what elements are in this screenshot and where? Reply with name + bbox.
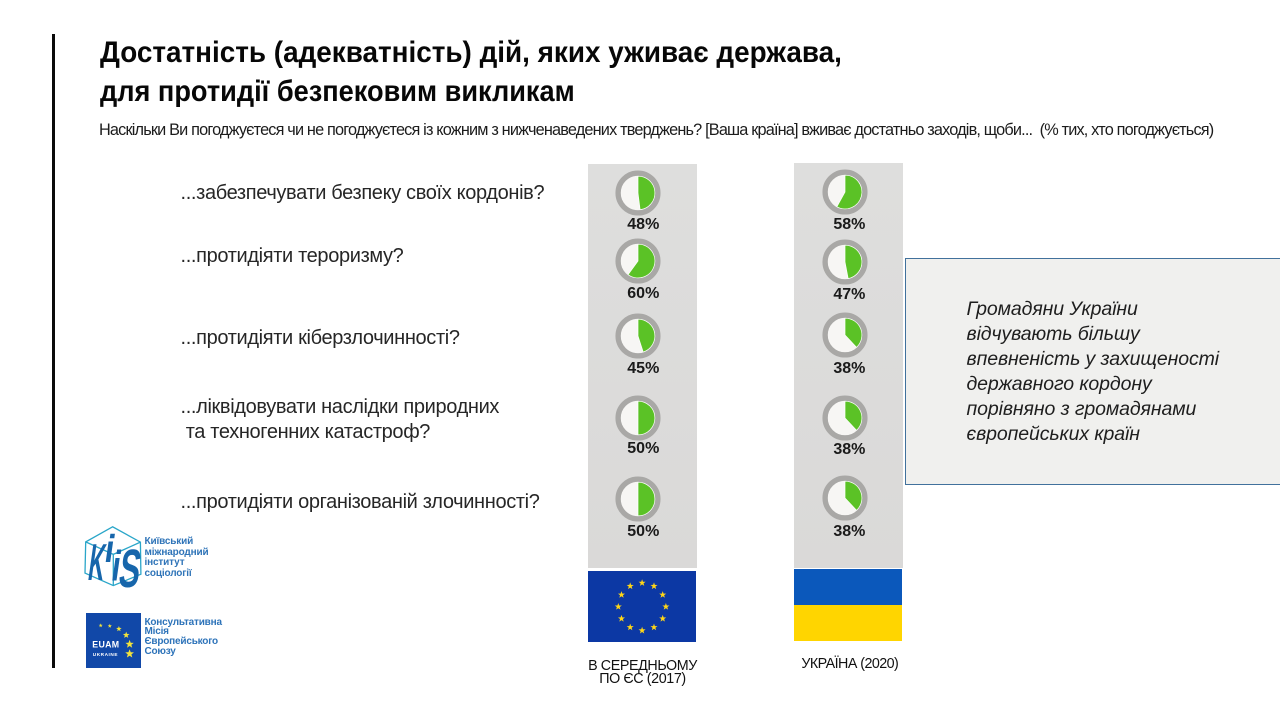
svg-text:EUAM: EUAM — [92, 639, 119, 649]
svg-text:UKRAINE: UKRAINE — [93, 652, 118, 657]
svg-text:S: S — [115, 540, 144, 591]
